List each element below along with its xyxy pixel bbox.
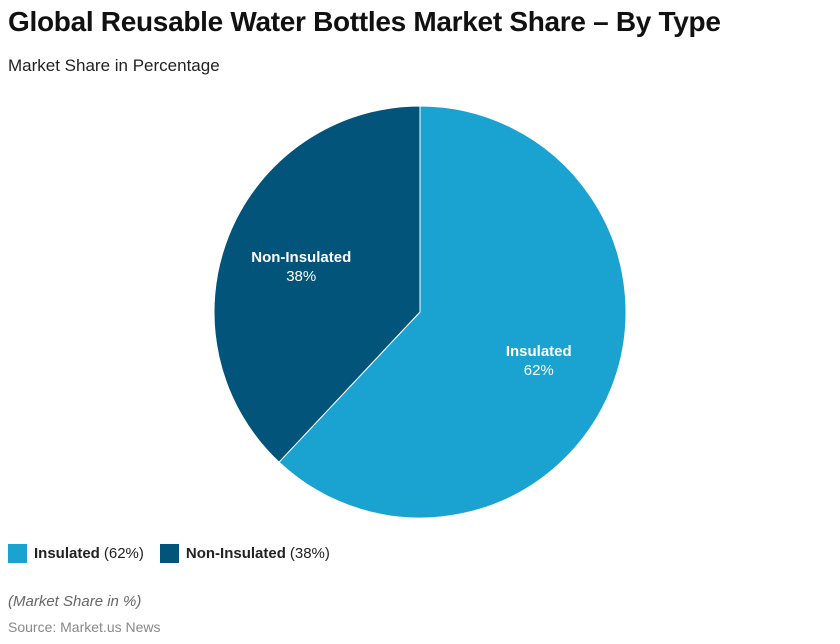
legend: Insulated (62%) Non-Insulated (38%) — [8, 544, 346, 563]
slice-label-non-insulated: Non-Insulated — [251, 249, 351, 266]
legend-value: (62%) — [103, 545, 144, 562]
units-note: (Market Share in %) — [8, 593, 142, 610]
legend-item-non-insulated[interactable]: Non-Insulated (38%) — [159, 544, 330, 563]
legend-swatch-non-insulated — [159, 544, 179, 563]
source-note: Source: Market.us News — [8, 619, 161, 635]
chart-subtitle: Market Share in Percentage — [8, 56, 220, 75]
pie-chart: Insulated 62% Non-Insulated 38% — [213, 105, 627, 519]
pie-slice-insulated[interactable] — [278, 105, 627, 519]
legend-label: Insulated — [34, 545, 100, 562]
legend-swatch-insulated — [8, 544, 27, 563]
legend-label: Non-Insulated — [185, 545, 286, 562]
chart-title: Global Reusable Water Bottles Market Sha… — [8, 6, 721, 37]
legend-item-insulated[interactable]: Insulated (62%) — [8, 544, 144, 563]
slice-label-insulated: Insulated — [506, 343, 572, 360]
slice-value-non-insulated: 38% — [286, 268, 316, 285]
legend-value: (38%) — [289, 545, 330, 562]
slice-value-insulated: 62% — [524, 362, 554, 379]
pie-slice-non-insulated[interactable] — [213, 105, 421, 463]
